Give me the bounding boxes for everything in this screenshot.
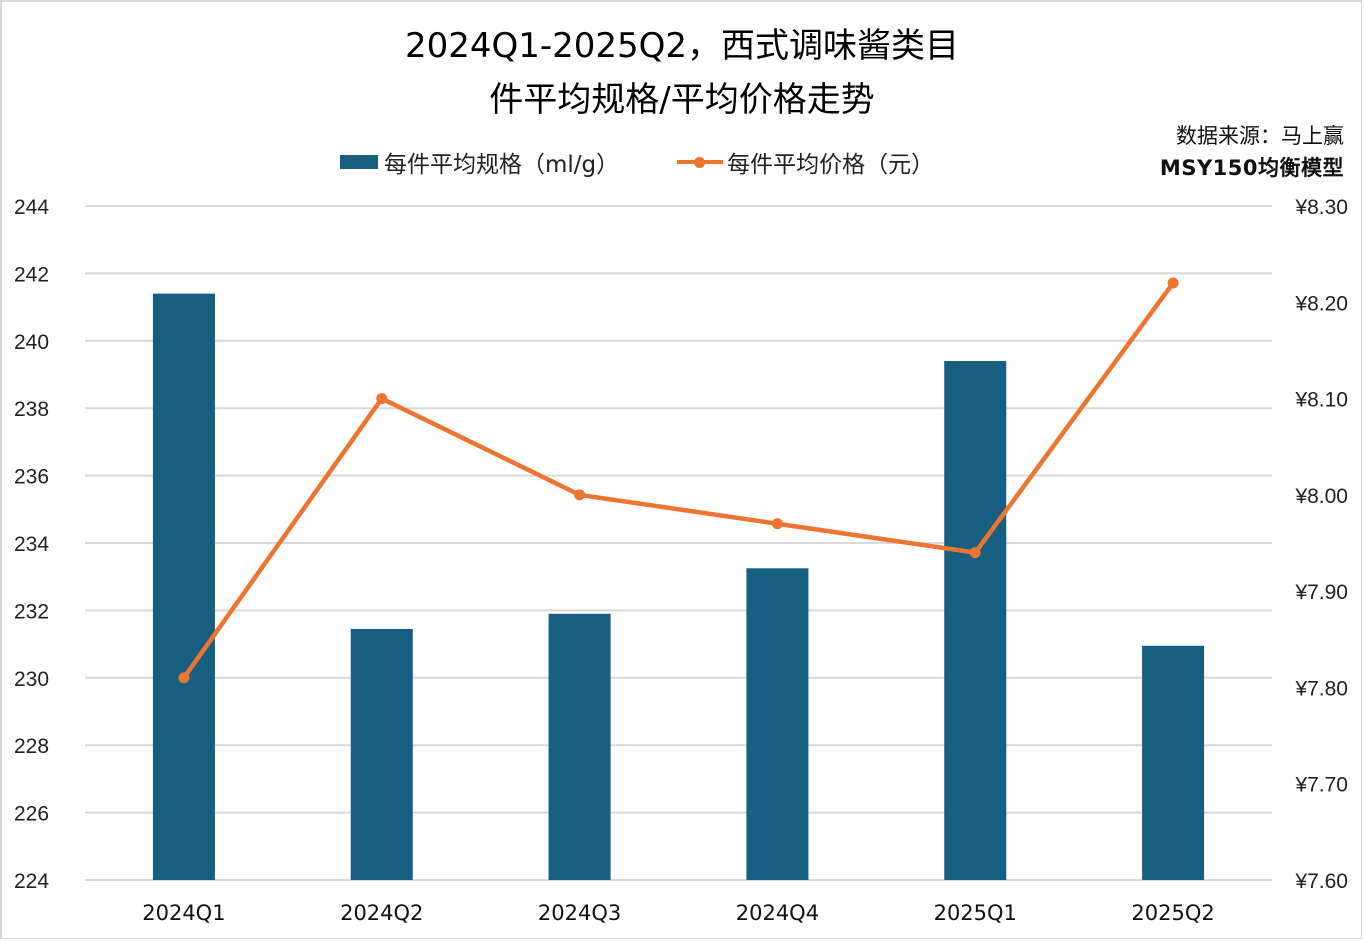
price-marker-2024Q4[interactable] xyxy=(771,518,783,530)
left-tick-label: 238 xyxy=(14,398,49,421)
x-tick-label: 2024Q1 xyxy=(142,901,225,925)
legend-item-bar[interactable]: 每件平均规格（ml/g） xyxy=(340,145,619,179)
x-tick-label: 2025Q1 xyxy=(934,901,1017,925)
left-axis: 244 242 240 238 236 234 232 230 228 226 224 xyxy=(14,196,49,893)
left-tick-label: 236 xyxy=(14,466,49,489)
right-tick-label: ¥8.20 xyxy=(1294,292,1348,315)
bar-2024Q4[interactable] xyxy=(746,568,809,880)
right-tick-label: ¥8.00 xyxy=(1294,485,1348,508)
left-tick-label: 224 xyxy=(14,870,49,893)
price-marker-2024Q2[interactable] xyxy=(376,393,388,405)
right-tick-label: ¥7.70 xyxy=(1294,774,1348,797)
chart-title-line1: 2024Q1-2025Q2，西式调味酱类目 xyxy=(404,26,960,66)
bar-2024Q1[interactable] xyxy=(152,293,215,880)
price-marker-2024Q3[interactable] xyxy=(574,489,586,501)
left-tick-label: 244 xyxy=(14,196,49,219)
right-tick-label: ¥7.60 xyxy=(1294,870,1348,893)
source-line2: MSY150均衡模型 xyxy=(1159,156,1344,180)
bar-swatch-icon xyxy=(340,155,378,169)
source-note: 数据来源：马上赢 MSY150均衡模型 xyxy=(1160,120,1344,184)
legend: 每件平均规格（ml/g） 每件平均价格（元） xyxy=(340,142,992,182)
legend-line-label: 每件平均价格（元） xyxy=(727,152,935,178)
bar-2024Q2[interactable] xyxy=(350,628,413,880)
bar-2025Q1[interactable] xyxy=(944,361,1007,880)
right-tick-label: ¥8.10 xyxy=(1294,389,1348,412)
left-tick-label: 240 xyxy=(14,331,49,354)
line-series xyxy=(178,277,1179,684)
left-tick-label: 232 xyxy=(14,600,49,623)
price-line xyxy=(182,281,1175,680)
bar-series xyxy=(152,293,1205,880)
line-marker-swatch-icon xyxy=(677,155,724,169)
bar-2024Q3[interactable] xyxy=(548,613,611,880)
right-tick-label: ¥8.30 xyxy=(1294,196,1348,219)
left-tick-label: 234 xyxy=(14,533,49,556)
left-tick-label: 230 xyxy=(14,668,49,691)
chart-title-line2: 件平均规格/平均价格走势 xyxy=(489,80,875,120)
right-tick-label: ¥7.90 xyxy=(1294,581,1348,604)
x-axis: 2024Q1 2024Q2 2024Q3 2024Q4 2025Q1 2025Q2 xyxy=(142,901,1215,925)
price-marker-2025Q1[interactable] xyxy=(969,547,981,559)
right-axis: ¥8.30 ¥8.20 ¥8.10 ¥8.00 ¥7.90 ¥7.80 ¥7.70 ¥7.60 xyxy=(1294,196,1348,893)
x-tick-label: 2024Q3 xyxy=(538,901,621,925)
price-marker-2024Q1[interactable] xyxy=(178,672,190,684)
gridlines xyxy=(85,205,1272,881)
price-marker-2025Q2[interactable] xyxy=(1167,277,1179,289)
legend-bar-label: 每件平均规格（ml/g） xyxy=(384,152,620,178)
bar-2025Q2[interactable] xyxy=(1142,645,1205,880)
source-line1: 数据来源：马上赢 xyxy=(1176,124,1344,148)
legend-item-line[interactable]: 每件平均价格（元） xyxy=(677,145,934,179)
left-tick-label: 242 xyxy=(14,263,49,286)
x-tick-label: 2024Q4 xyxy=(736,901,819,925)
x-tick-label: 2025Q2 xyxy=(1131,901,1214,925)
left-tick-label: 228 xyxy=(14,735,49,758)
x-tick-label: 2024Q2 xyxy=(340,901,423,925)
left-tick-label: 226 xyxy=(14,803,49,826)
right-tick-label: ¥7.80 xyxy=(1294,677,1348,700)
